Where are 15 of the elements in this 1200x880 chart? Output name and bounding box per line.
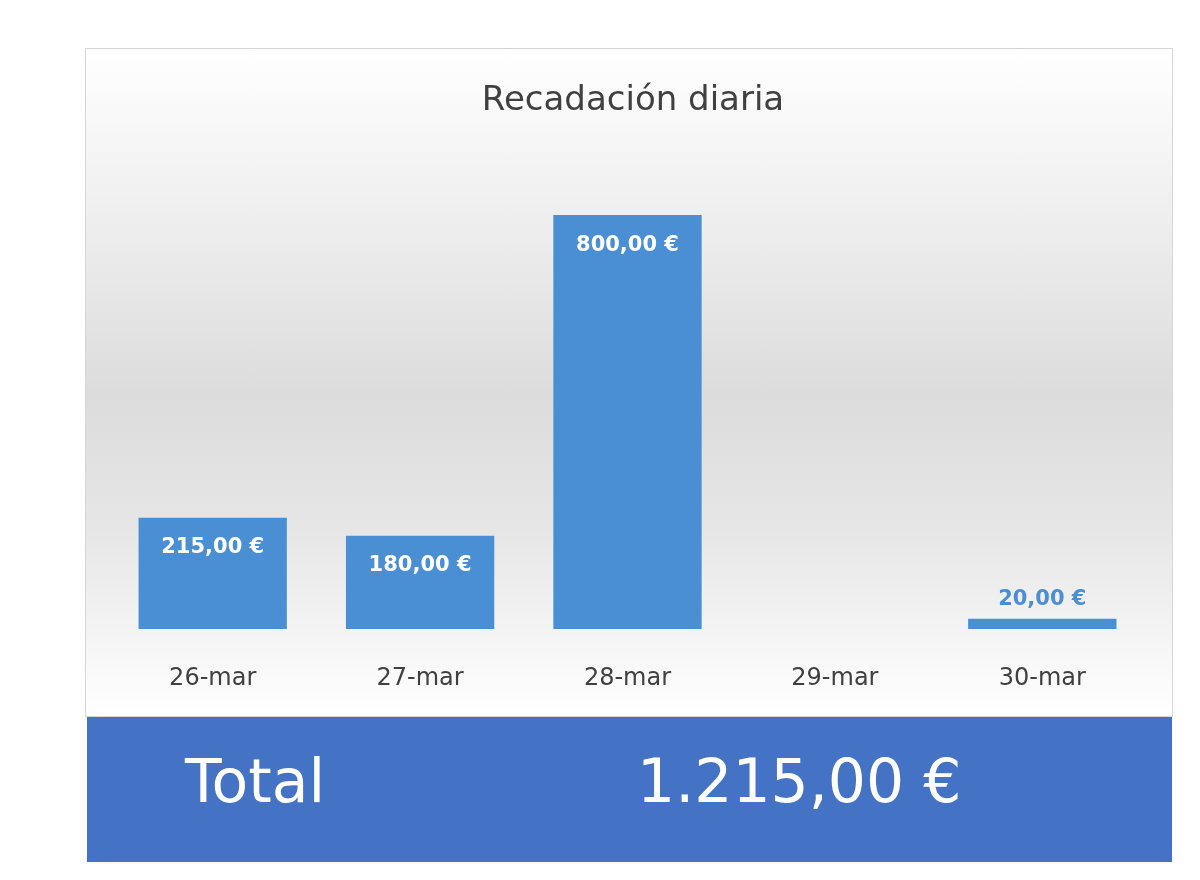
x-tick-label: 27-mar: [376, 663, 464, 691]
bar: [553, 215, 702, 629]
x-tick-label: 30-mar: [998, 663, 1087, 691]
bar: [138, 517, 287, 629]
chart-title: Recadación diaria: [481, 78, 785, 118]
x-tick-label: 28-mar: [583, 663, 672, 691]
data-label: 20,00 €: [998, 586, 1087, 611]
data-label: 800,00 €: [576, 231, 679, 256]
bar: [968, 618, 1117, 629]
banner-panel: Total 1.215,00 €: [87, 717, 1172, 862]
bar: [345, 535, 495, 629]
x-tick-label: 26-mar: [169, 663, 257, 691]
data-label: 215,00 €: [161, 534, 265, 559]
data-label: 180,00 €: [368, 552, 472, 577]
x-tick-label: 29-mar: [791, 663, 879, 691]
